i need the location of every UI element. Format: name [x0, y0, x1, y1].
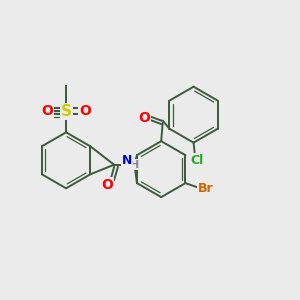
Text: O: O: [79, 104, 91, 118]
Text: Br: Br: [198, 182, 213, 195]
Text: O: O: [101, 178, 113, 192]
Text: Cl: Cl: [191, 154, 204, 167]
Text: O: O: [41, 104, 53, 118]
Text: N: N: [122, 154, 133, 167]
Text: O: O: [138, 111, 150, 124]
Text: S: S: [61, 103, 72, 118]
Text: H: H: [130, 160, 139, 170]
